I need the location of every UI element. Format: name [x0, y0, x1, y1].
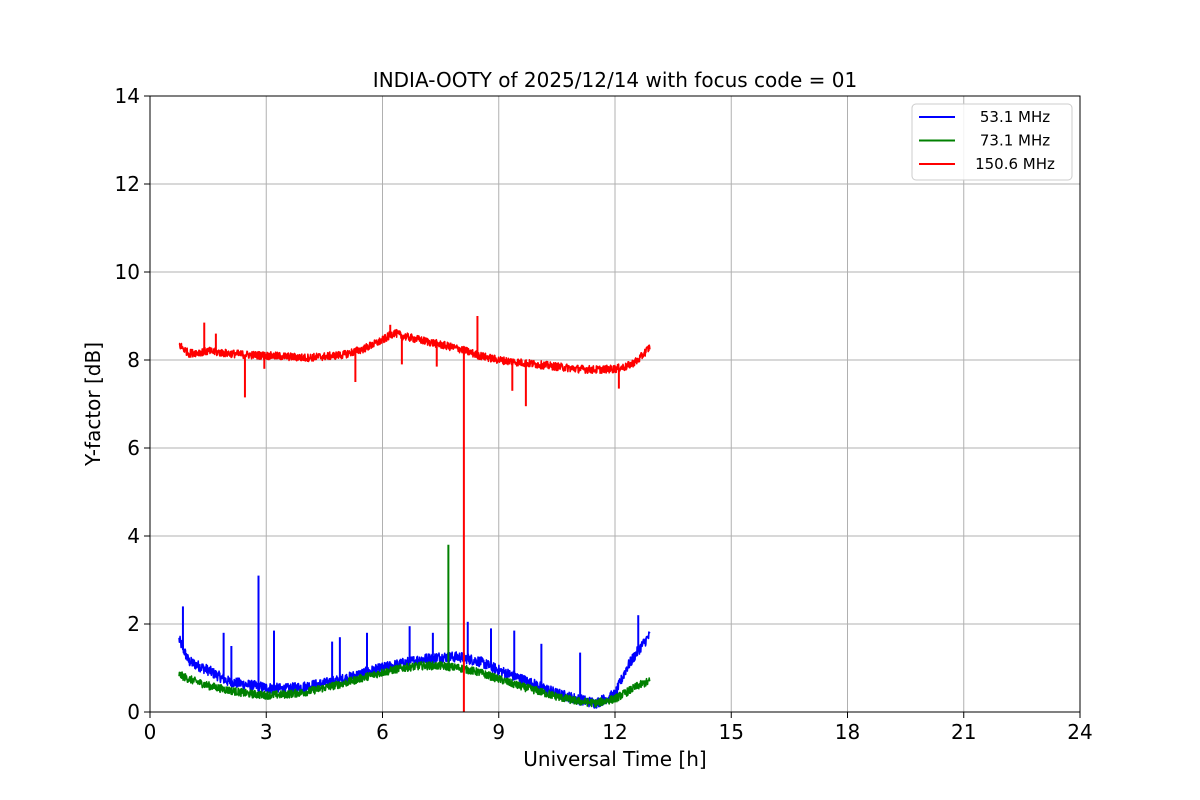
y-tick-label: 14 — [115, 84, 140, 108]
x-tick-label: 0 — [144, 720, 157, 744]
y-tick-label: 12 — [115, 172, 140, 196]
y-tick-label: 2 — [127, 612, 140, 636]
x-tick-label: 21 — [951, 720, 976, 744]
x-tick-label: 6 — [376, 720, 389, 744]
series-line-3 — [178, 328, 651, 375]
x-tick-label: 18 — [835, 720, 860, 744]
legend-box — [911, 103, 1073, 181]
x-tick-label: 3 — [260, 720, 273, 744]
y-tick-label: 6 — [127, 436, 140, 460]
legend-label-1: 53.1 MHz — [980, 108, 1050, 126]
y-tick-label: 4 — [127, 524, 140, 548]
series-layer — [178, 316, 651, 712]
y-tick-label: 8 — [127, 348, 140, 372]
x-tick-label: 24 — [1067, 720, 1092, 744]
x-tick-label: 12 — [602, 720, 627, 744]
series-line-2 — [178, 661, 651, 708]
y-tick-label: 10 — [115, 260, 140, 284]
legend: 53.1 MHz 73.1 MHz 150.6 MHz — [911, 103, 1073, 181]
legend-label-3: 150.6 MHz — [975, 155, 1055, 173]
x-axis-label: Universal Time [h] — [523, 747, 706, 771]
chart-title: INDIA-OOTY of 2025/12/14 with focus code… — [373, 68, 857, 92]
x-tick-label: 9 — [492, 720, 505, 744]
y-axis-label: Y-factor [dB] — [81, 342, 105, 467]
x-tick-label: 15 — [719, 720, 744, 744]
legend-label-2: 73.1 MHz — [980, 132, 1050, 150]
y-tick-label: 0 — [127, 700, 140, 724]
